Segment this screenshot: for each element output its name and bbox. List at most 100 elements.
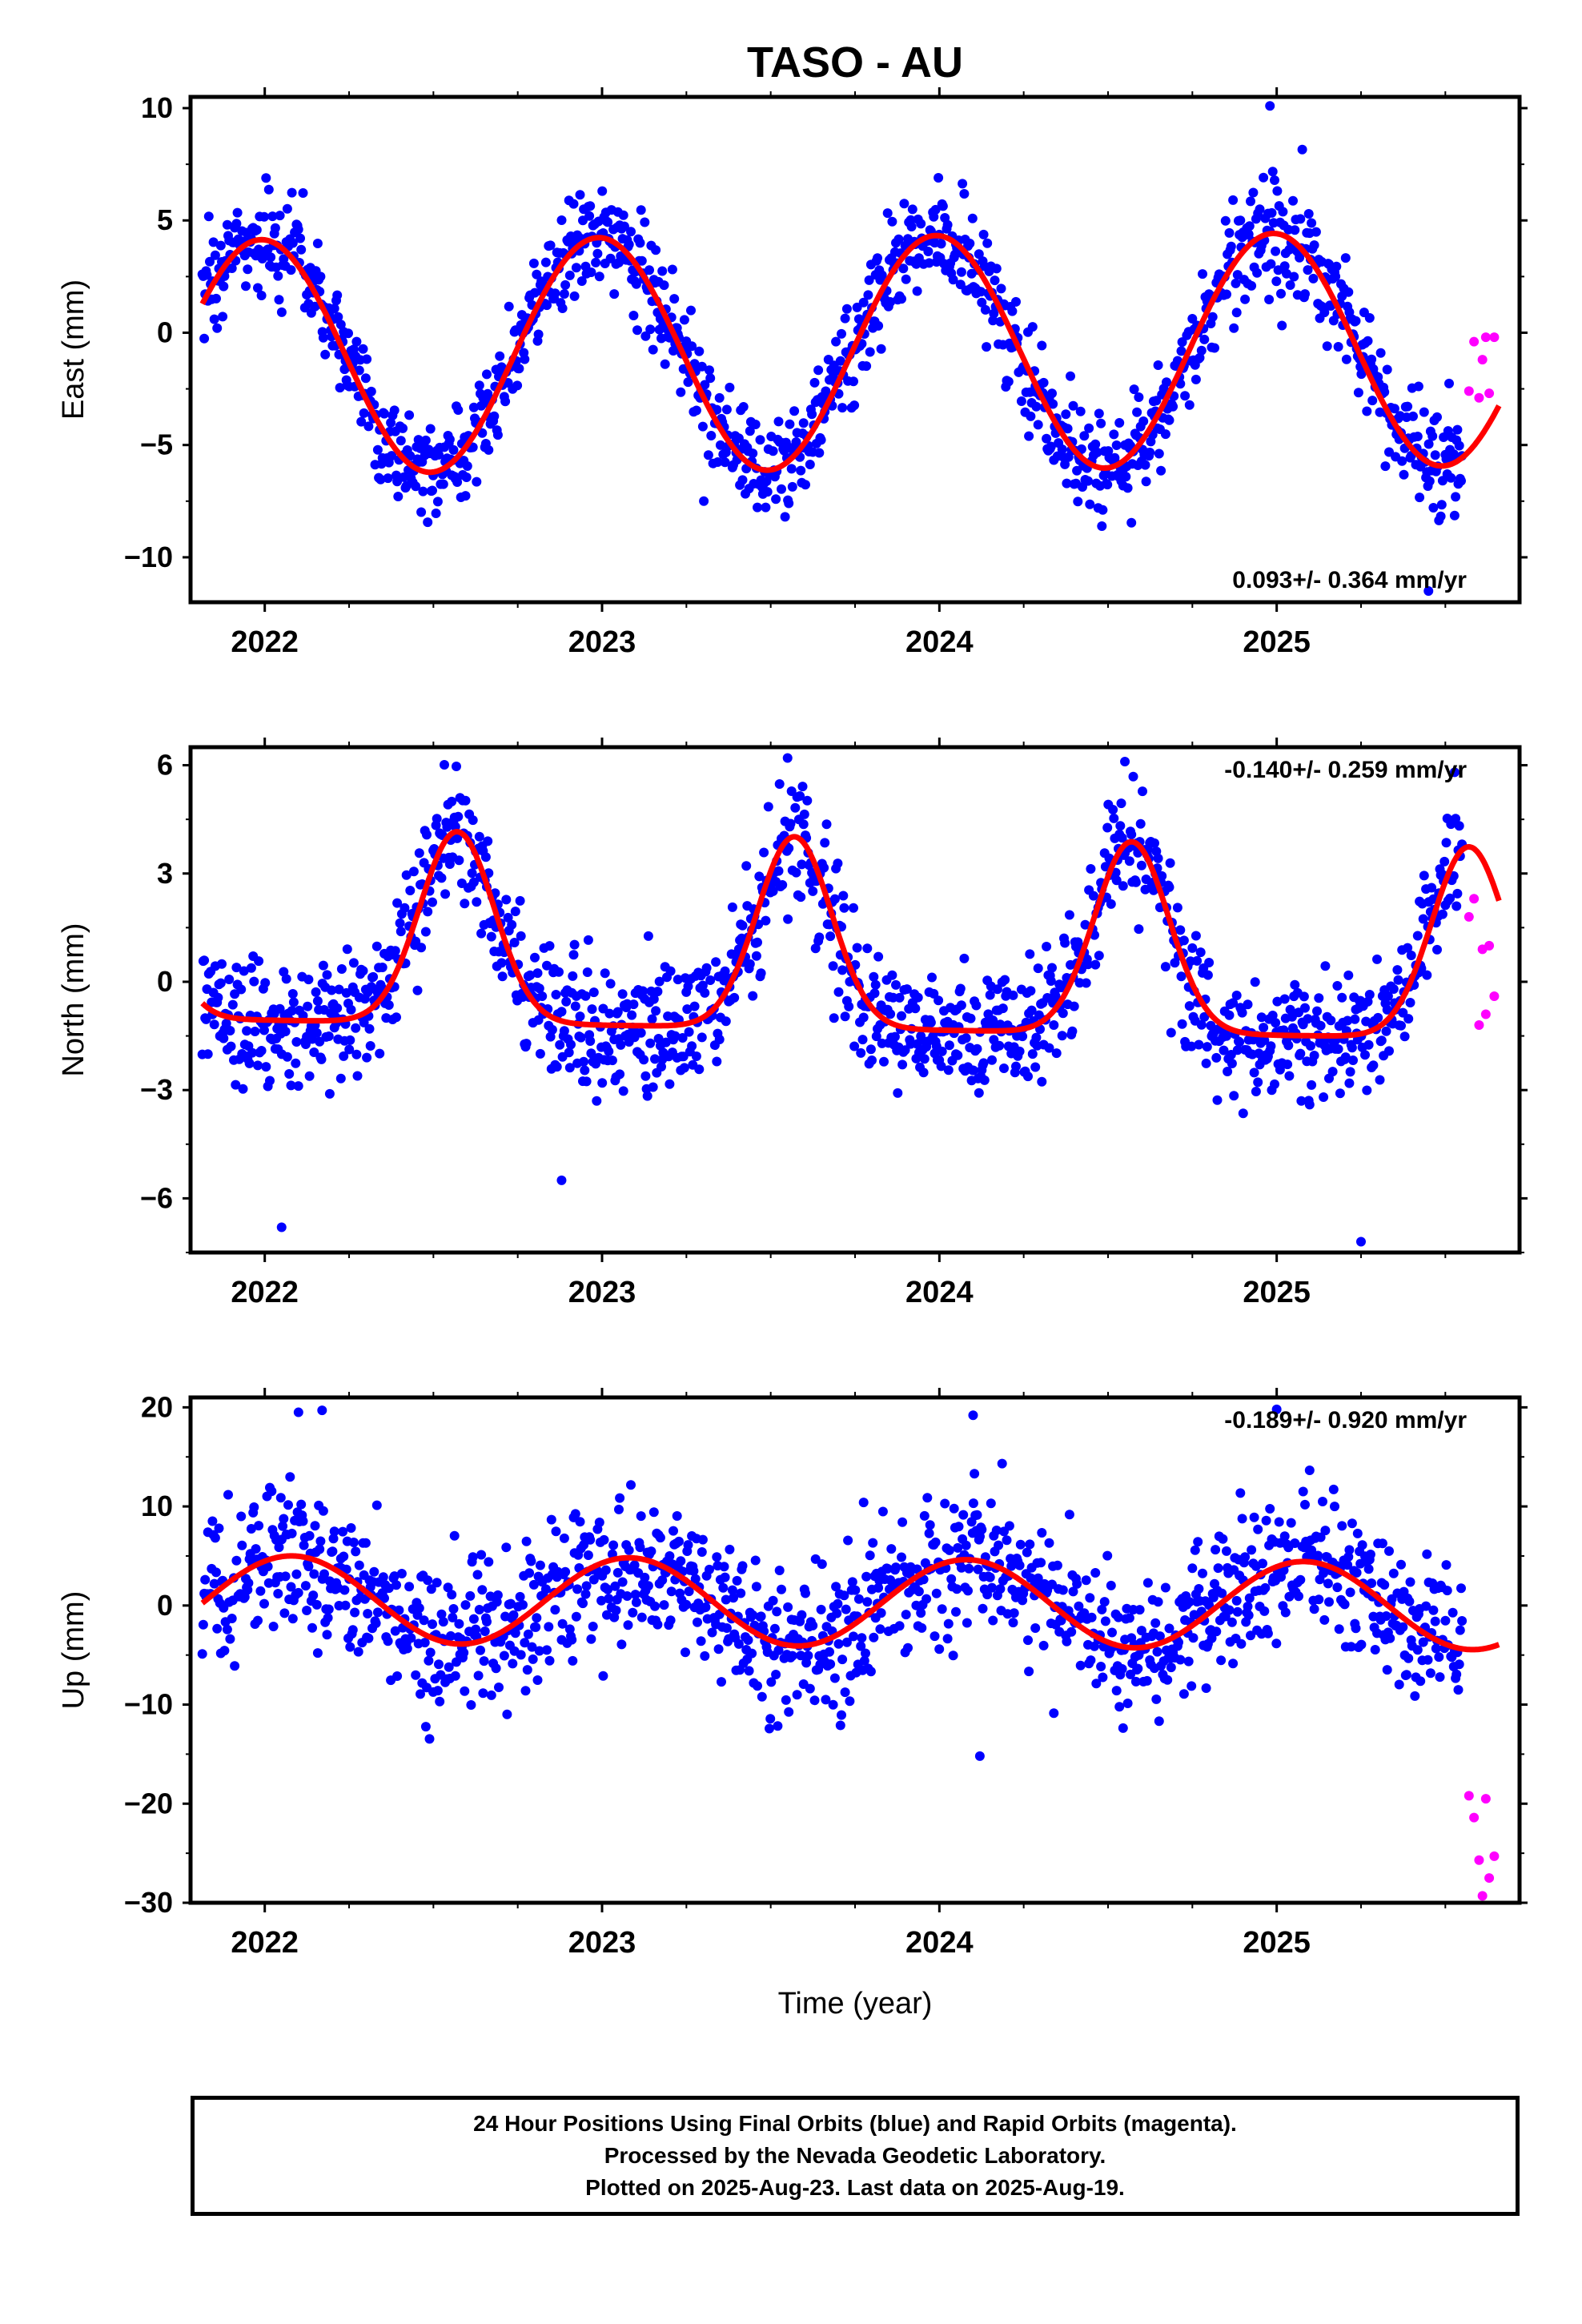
final-orbit-point: [753, 937, 762, 947]
final-orbit-point: [748, 448, 758, 459]
final-orbit-point: [580, 991, 591, 1001]
final-orbit-point: [318, 1506, 328, 1516]
final-orbit-point: [556, 1175, 567, 1185]
final-orbit-point: [1206, 1020, 1216, 1031]
final-orbit-point: [1126, 517, 1137, 528]
final-orbit-point: [599, 1534, 609, 1545]
final-orbit-point: [1353, 388, 1363, 398]
final-orbit-point: [1399, 469, 1409, 480]
final-orbit-point: [219, 1033, 229, 1043]
final-orbit-point: [1394, 1679, 1404, 1690]
final-orbit-point: [247, 1047, 257, 1058]
final-orbit-point: [225, 1026, 235, 1035]
final-orbit-point: [1134, 392, 1144, 402]
final-orbit-point: [828, 961, 838, 971]
final-orbit-point: [1265, 101, 1275, 111]
final-orbit-point: [798, 418, 809, 428]
final-orbit-point: [968, 1498, 978, 1509]
final-orbit-point: [891, 1562, 901, 1573]
final-orbit-point: [1097, 1604, 1107, 1614]
final-orbit-point: [243, 1578, 254, 1588]
final-orbit-point: [497, 971, 508, 982]
rapid-orbit-point: [1484, 388, 1495, 399]
final-orbit-point: [293, 224, 303, 235]
final-orbit-point: [1022, 1547, 1032, 1558]
final-orbit-point: [1108, 805, 1118, 814]
final-orbit-point: [1228, 998, 1239, 1008]
final-orbit-point: [982, 238, 993, 248]
final-orbit-point: [801, 480, 810, 490]
final-orbit-point: [352, 1071, 363, 1081]
final-orbit-point: [1295, 1574, 1306, 1585]
final-orbit-point: [886, 1544, 897, 1554]
final-orbit-point: [931, 1588, 942, 1598]
final-orbit-point: [669, 294, 680, 304]
final-orbit-point: [781, 1695, 791, 1705]
final-orbit-point: [607, 1055, 617, 1066]
final-orbit-point: [432, 814, 442, 824]
final-orbit-point: [721, 1016, 731, 1027]
final-orbit-point: [791, 867, 801, 878]
final-orbit-point: [583, 1550, 593, 1560]
final-orbit-point: [754, 871, 765, 882]
final-orbit-point: [1308, 273, 1319, 283]
final-orbit-point: [683, 1540, 693, 1550]
final-orbit-point: [286, 1080, 296, 1091]
final-orbit-point: [278, 1521, 288, 1531]
final-orbit-point: [223, 1490, 233, 1500]
final-orbit-point: [873, 1582, 884, 1593]
final-orbit-point: [1243, 1610, 1254, 1620]
final-orbit-point: [829, 1673, 840, 1683]
final-orbit-point: [453, 405, 464, 415]
final-orbit-point: [943, 1065, 954, 1076]
final-orbit-point: [700, 380, 710, 390]
final-orbit-point: [1231, 1595, 1242, 1606]
final-orbit-point: [844, 1001, 854, 1011]
final-orbit-point: [348, 958, 359, 968]
final-orbit-point: [849, 903, 858, 913]
final-orbit-point: [650, 1054, 660, 1064]
final-orbit-point: [1216, 1655, 1227, 1666]
final-orbit-point: [1231, 308, 1242, 318]
final-orbit-point: [528, 1579, 539, 1590]
final-orbit-point: [293, 1407, 303, 1417]
final-orbit-point: [303, 975, 314, 985]
final-orbit-point: [389, 405, 400, 416]
final-orbit-point: [287, 238, 298, 248]
final-orbit-point: [843, 1535, 853, 1546]
final-orbit-point: [1436, 869, 1447, 879]
final-orbit-point: [808, 1620, 818, 1630]
final-orbit-point: [953, 1542, 963, 1553]
final-orbit-point: [1440, 1615, 1451, 1626]
final-orbit-point: [751, 1582, 761, 1592]
final-orbit-point: [312, 996, 323, 1006]
final-orbit-point: [1385, 1633, 1395, 1643]
final-orbit-point: [1100, 1616, 1110, 1626]
final-orbit-point: [387, 451, 397, 461]
final-orbit-point: [676, 1556, 686, 1566]
final-orbit-point: [1194, 1039, 1204, 1050]
final-orbit-point: [949, 1503, 959, 1514]
final-orbit-point: [985, 990, 995, 1000]
final-orbit-point: [705, 975, 716, 985]
final-orbit-point: [327, 985, 337, 995]
final-orbit-point: [560, 279, 571, 290]
final-orbit-point: [1025, 949, 1035, 959]
final-orbit-point: [934, 995, 944, 1006]
final-orbit-point: [579, 1540, 589, 1550]
final-orbit-point: [1042, 942, 1052, 951]
final-orbit-point: [1412, 432, 1423, 441]
final-orbit-point: [1090, 1568, 1101, 1578]
final-orbit-point: [635, 238, 645, 248]
final-orbit-point: [714, 1035, 725, 1044]
final-orbit-point: [1227, 1059, 1237, 1068]
final-orbit-point: [825, 1659, 836, 1669]
final-orbit-point: [995, 1584, 1006, 1594]
final-orbit-point: [344, 1044, 355, 1055]
final-orbit-point: [1264, 295, 1275, 304]
final-orbit-point: [673, 975, 683, 985]
final-orbit-point: [372, 444, 383, 455]
final-orbit-point: [212, 323, 223, 333]
final-orbit-point: [765, 1723, 774, 1734]
